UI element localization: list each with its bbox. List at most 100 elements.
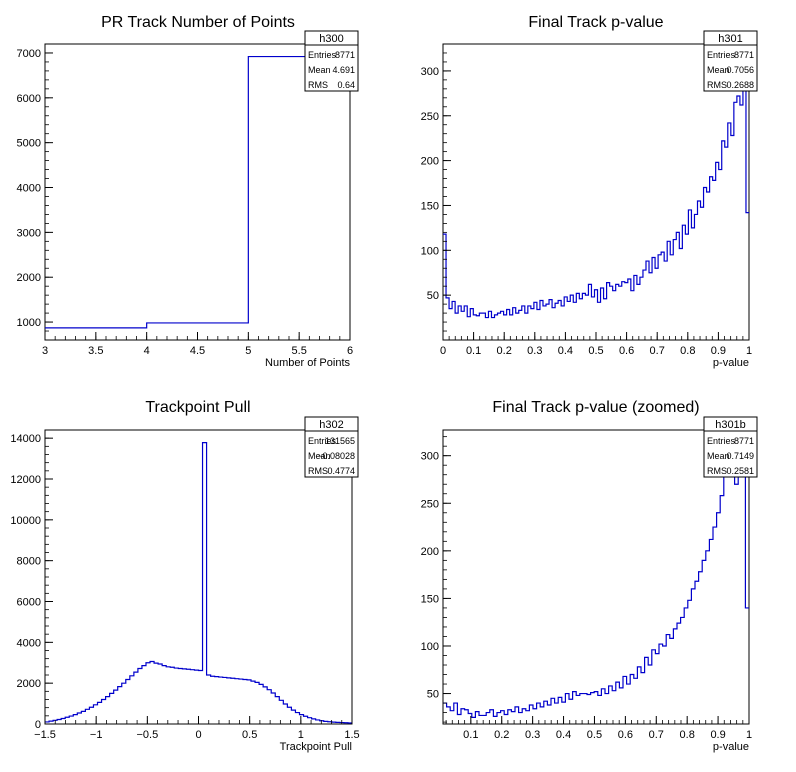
x-tick-label: 0.4 xyxy=(558,345,573,357)
y-tick-label: 14000 xyxy=(10,433,41,445)
y-tick-label: 50 xyxy=(427,290,439,302)
y-tick-label: 2000 xyxy=(17,272,41,284)
stats-row-label: RMS xyxy=(308,466,328,476)
x-tick-label: 0 xyxy=(440,345,446,357)
stats-row-value: 4.691 xyxy=(332,65,355,75)
y-tick-label: 12000 xyxy=(10,474,41,486)
stats-box-name: h301 xyxy=(718,33,742,45)
x-tick-label: 0.8 xyxy=(680,345,695,357)
y-tick-label: 300 xyxy=(421,451,439,463)
x-tick-label: 0.9 xyxy=(710,729,725,741)
x-tick-label: 0.7 xyxy=(649,729,664,741)
x-tick-label: 3.5 xyxy=(88,345,103,357)
stats-row-label: Mean xyxy=(707,65,730,75)
histogram-line xyxy=(443,440,749,718)
x-axis-label: Trackpoint Pull xyxy=(280,741,352,753)
stats-row-value: 131565 xyxy=(325,436,355,446)
stats-row-label: Entries xyxy=(707,436,736,446)
x-tick-label: 0.2 xyxy=(494,729,509,741)
panel-title: Trackpoint Pull xyxy=(145,399,250,416)
x-tick-label: 0.8 xyxy=(680,729,695,741)
x-axis-label: p-value xyxy=(713,357,749,369)
x-tick-label: 0.7 xyxy=(650,345,665,357)
stats-row-label: RMS xyxy=(308,80,328,90)
x-tick-label: −1 xyxy=(90,729,103,741)
x-tick-label: 0.3 xyxy=(527,345,542,357)
histogram-line xyxy=(45,55,350,329)
x-tick-label: 5 xyxy=(245,345,251,357)
y-tick-label: 150 xyxy=(421,593,439,605)
y-tick-label: 2000 xyxy=(17,678,41,690)
x-tick-label: −1.5 xyxy=(34,729,56,741)
stats-box-frame xyxy=(703,30,758,92)
x-tick-label: 0.3 xyxy=(525,729,540,741)
x-tick-label: 0.6 xyxy=(618,729,633,741)
stats-row-label: Mean xyxy=(707,451,730,461)
stats-box-frame xyxy=(304,416,359,478)
x-tick-label: 1 xyxy=(298,729,304,741)
stats-row-label: Entries xyxy=(308,436,337,446)
panel-title: Final Track p-value (zoomed) xyxy=(492,399,699,416)
y-tick-label: 0 xyxy=(35,719,41,731)
stats-box-frame xyxy=(304,30,359,92)
x-tick-label: 1.5 xyxy=(344,729,359,741)
stats-box-name: h300 xyxy=(319,33,343,45)
stats-row-value: 0.7149 xyxy=(726,451,754,461)
y-tick-label: 200 xyxy=(421,546,439,558)
stats-row-label: RMS xyxy=(707,80,727,90)
stats-box-frame xyxy=(703,416,758,478)
x-axis-label: Number of Points xyxy=(265,357,350,369)
x-tick-label: 1 xyxy=(746,729,752,741)
plot-frame xyxy=(442,429,750,725)
y-tick-label: 300 xyxy=(421,66,439,78)
stats-row-value: 0.2688 xyxy=(726,80,754,90)
stats-row-value: 0.2581 xyxy=(726,466,754,476)
stats-row-value: 8771 xyxy=(335,50,355,60)
stats-row-value: 0.4774 xyxy=(327,466,355,476)
x-tick-label: 0.1 xyxy=(466,345,481,357)
y-tick-label: 10000 xyxy=(10,515,41,527)
x-tick-label: 0 xyxy=(195,729,201,741)
x-tick-label: 3 xyxy=(42,345,48,357)
panel-title: PR Track Number of Points xyxy=(101,14,295,31)
y-tick-label: 6000 xyxy=(17,597,41,609)
stats-row-label: Mean xyxy=(308,65,331,75)
x-tick-label: 0.5 xyxy=(588,345,603,357)
y-tick-label: 50 xyxy=(427,689,439,701)
stats-row-value: −0.08028 xyxy=(317,451,355,461)
y-tick-label: 100 xyxy=(421,641,439,653)
y-tick-label: 4000 xyxy=(17,637,41,649)
x-tick-label: 5.5 xyxy=(292,345,307,357)
y-tick-label: 100 xyxy=(421,245,439,257)
y-tick-label: 4000 xyxy=(17,183,41,195)
panel-final-track-pvalue: Final Track p-value p-value 0 0.1 0.2 0.3 0.… xyxy=(421,14,758,369)
histogram-line xyxy=(45,442,352,724)
stats-row-label: Mean xyxy=(308,451,331,461)
y-tick-label: 200 xyxy=(421,156,439,168)
stats-row-label: RMS xyxy=(707,466,727,476)
stats-box-name: h301b xyxy=(715,419,746,431)
x-tick-label: −0.5 xyxy=(136,729,158,741)
x-axis-label: p-value xyxy=(713,741,749,753)
x-tick-label: 1 xyxy=(746,345,752,357)
x-tick-label: 0.9 xyxy=(711,345,726,357)
stats-row-label: Entries xyxy=(707,50,736,60)
y-tick-label: 5000 xyxy=(17,138,41,150)
stats-box-name: h302 xyxy=(319,419,343,431)
panel-title: Final Track p-value xyxy=(528,14,663,31)
panel-final-track-pvalue-zoomed: Final Track p-value (zoomed) p-value 0.1… xyxy=(421,399,758,753)
panel-pr-track-points: PR Track Number of Points Number of Poin… xyxy=(17,14,359,369)
x-tick-label: 0.4 xyxy=(556,729,571,741)
histogram-line xyxy=(443,79,749,319)
y-tick-label: 150 xyxy=(421,200,439,212)
panel-trackpoint-pull: Trackpoint Pull Trackpoint Pull −1.5 −1 −0… xyxy=(10,399,359,753)
stats-row-value: 0.7056 xyxy=(726,65,754,75)
y-tick-label: 6000 xyxy=(17,93,41,105)
x-tick-label: 4.5 xyxy=(190,345,205,357)
x-tick-label: 0.2 xyxy=(497,345,512,357)
